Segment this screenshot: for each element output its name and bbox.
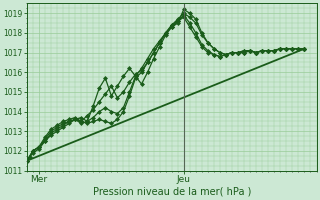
X-axis label: Pression niveau de la mer( hPa ): Pression niveau de la mer( hPa ) [92,187,251,197]
